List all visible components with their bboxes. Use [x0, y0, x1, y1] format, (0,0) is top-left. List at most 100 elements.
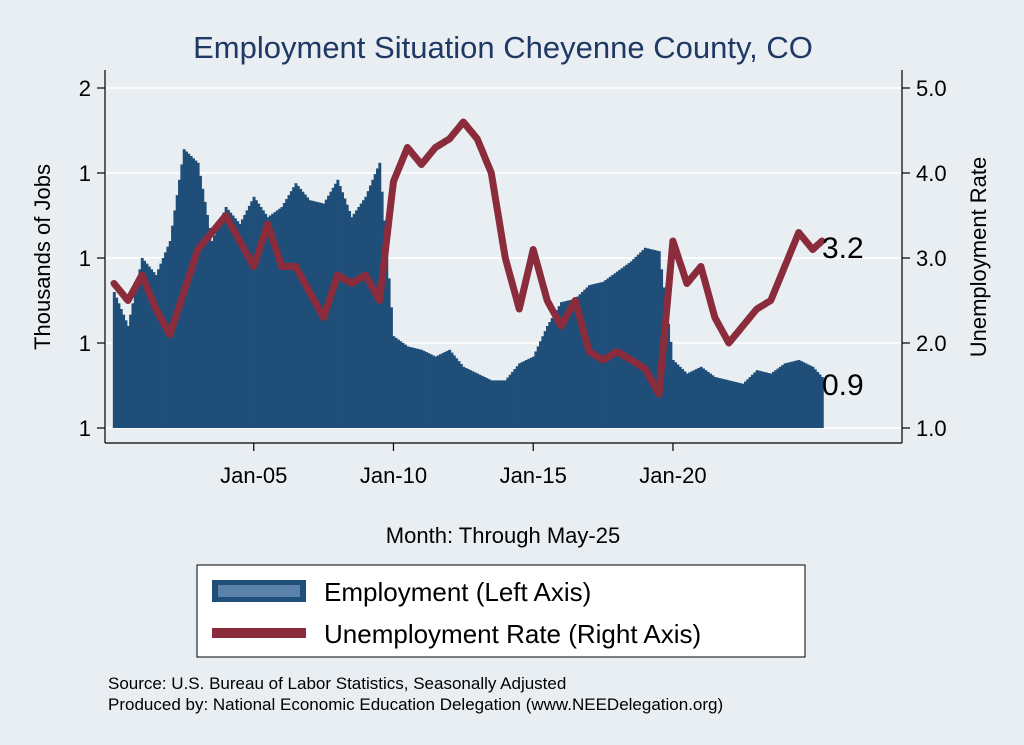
- employment-bar: [301, 191, 305, 428]
- employment-bar: [145, 263, 149, 428]
- employment-bar: [313, 201, 317, 428]
- employment-bar: [580, 292, 584, 428]
- employment-bar: [578, 294, 582, 428]
- y-left-tick-label: 1: [79, 416, 91, 441]
- employment-bar: [471, 371, 475, 428]
- employment-bar: [410, 347, 414, 428]
- employment-bar: [706, 371, 710, 428]
- employment-bar: [750, 374, 754, 428]
- employment-bar: [140, 258, 144, 428]
- y-right-tick-label: 5.0: [916, 76, 947, 101]
- employment-bar: [303, 194, 307, 428]
- employment-bar: [457, 361, 461, 428]
- employment-bar: [571, 299, 575, 428]
- employment-bar: [268, 215, 272, 428]
- chart-title: Employment Situation Cheyenne County, CO: [193, 30, 813, 65]
- y-left-tick-label: 1: [79, 246, 91, 271]
- employment-bar: [569, 299, 573, 428]
- employment-bar: [778, 366, 782, 428]
- employment-bar: [450, 352, 454, 428]
- employment-bar: [573, 298, 577, 428]
- employment-bar: [357, 207, 361, 428]
- employment-bar: [653, 250, 657, 428]
- employment-bar: [336, 179, 340, 428]
- employment-bar: [506, 377, 510, 428]
- employment-bar: [748, 377, 752, 428]
- employment-bar: [445, 350, 449, 428]
- employment-bar: [767, 373, 771, 428]
- employment-bar: [154, 275, 158, 428]
- employment-bar: [671, 360, 675, 428]
- employment-bar: [387, 278, 391, 428]
- employment-bar: [343, 198, 347, 428]
- employment-bar: [389, 307, 393, 428]
- y-right-tick-label: 2.0: [916, 331, 947, 356]
- employment-bar: [299, 188, 303, 428]
- employment-bar: [648, 248, 652, 428]
- employment-bar: [152, 272, 156, 428]
- employment-bar: [795, 360, 799, 428]
- employment-bar: [417, 349, 421, 428]
- employment-bar: [455, 358, 459, 428]
- employment-bar: [688, 372, 692, 428]
- employment-bar: [499, 380, 503, 428]
- employment-bar: [243, 214, 247, 428]
- employment-bar: [252, 196, 256, 428]
- employment-bar: [247, 205, 251, 428]
- employment-bar: [280, 207, 284, 428]
- employment-bar: [809, 365, 813, 428]
- employment-bar: [187, 153, 191, 428]
- employment-bar: [806, 364, 810, 428]
- employment-bar: [189, 156, 193, 428]
- employment-bar: [264, 213, 268, 428]
- employment-bar: [559, 302, 563, 428]
- y-right-tick-label: 1.0: [916, 416, 947, 441]
- employment-bar: [129, 314, 133, 428]
- employment-bar: [329, 191, 333, 428]
- employment-bar: [364, 196, 368, 428]
- unemployment-line: [110, 118, 826, 398]
- employment-bar: [147, 266, 151, 428]
- employment-end-label: 0.9: [822, 369, 864, 402]
- employment-bar: [690, 371, 694, 428]
- employment-bar: [462, 366, 466, 428]
- employment-bar: [566, 300, 570, 428]
- employment-bar: [161, 258, 165, 428]
- employment-bar: [408, 346, 412, 428]
- employment-bar: [438, 354, 442, 428]
- employment-bar: [429, 354, 433, 428]
- legend: Employment (Left Axis) Unemployment Rate…: [196, 564, 806, 658]
- employment-bar: [371, 179, 375, 428]
- employment-bar: [820, 377, 824, 428]
- employment-bar: [818, 374, 822, 428]
- employment-bar: [308, 200, 312, 428]
- employment-bar: [348, 210, 351, 428]
- employment-bar: [550, 318, 554, 428]
- employment-bar: [713, 377, 717, 428]
- employment-bar: [355, 210, 358, 428]
- employment-bar: [625, 264, 629, 428]
- employment-bar: [362, 200, 365, 428]
- employment-bar: [562, 301, 566, 428]
- employment-bar: [310, 200, 314, 428]
- employment-bar: [331, 187, 335, 428]
- employment-bar: [634, 256, 638, 428]
- employment-bar: [222, 212, 226, 428]
- employment-bar: [641, 250, 645, 428]
- unemployment-end-label: 3.2: [822, 232, 864, 265]
- employment-bar: [669, 341, 673, 428]
- employment-bar: [522, 361, 526, 428]
- employment-bar: [257, 203, 261, 428]
- employment-bar: [734, 382, 738, 428]
- unemployment-line-layer: [110, 118, 826, 398]
- employment-bar: [604, 280, 608, 428]
- employment-bar: [338, 186, 342, 428]
- employment-bar: [678, 366, 682, 428]
- employment-bar: [224, 207, 228, 428]
- y-left-axis-title: Thousands of Jobs: [30, 164, 55, 350]
- employment-bar: [685, 373, 689, 428]
- employment-bar: [289, 191, 293, 428]
- employment-bar: [459, 363, 463, 428]
- employment-bar: [382, 220, 386, 428]
- employment-bar: [741, 383, 745, 428]
